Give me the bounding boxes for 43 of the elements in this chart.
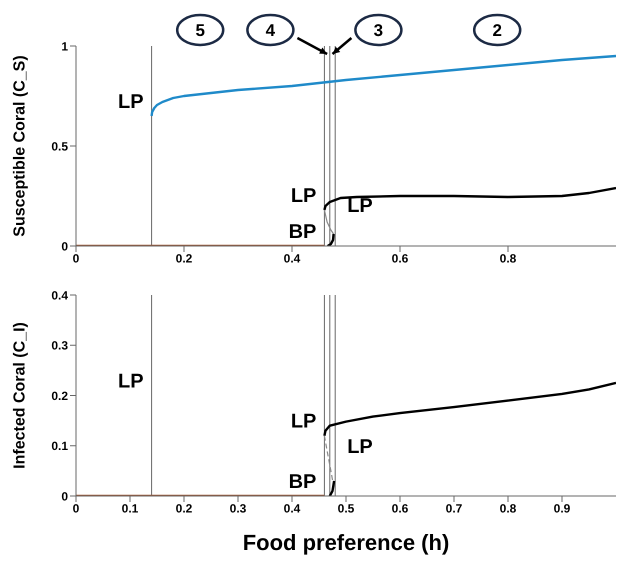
y-tick-label: 0	[61, 489, 68, 504]
y-tick-label: 0.3	[51, 338, 68, 353]
x-tick-label: 0.8	[500, 252, 517, 266]
x-tick-label: 0.1	[122, 502, 139, 516]
annotation: LP	[118, 370, 144, 392]
line-series	[323, 382, 616, 437]
y-axis-title: Susceptible Coral (C_S)	[12, 55, 29, 237]
annotation: LP	[290, 410, 316, 433]
y-tick-label: 0.1	[51, 439, 68, 454]
text: 4	[266, 21, 276, 40]
x-tick-label: 0.2	[176, 252, 193, 266]
x-tick-label: 0	[72, 502, 80, 516]
x-tick-label: 0.7	[446, 502, 463, 516]
x-axis-title: Food preference (h)	[242, 530, 450, 555]
x-tick-label: 0.6	[392, 252, 409, 266]
annotation: LP	[347, 436, 373, 458]
annotation: LP	[118, 91, 144, 113]
y-tick-label: 0.2	[51, 388, 68, 403]
x-tick-label: 0.5	[338, 502, 355, 516]
y-tick-label: 0	[61, 239, 68, 254]
annotation: BP	[288, 221, 316, 243]
x-tick-label: 0.6	[392, 502, 409, 516]
annotation: LP	[290, 185, 316, 207]
line-series	[324, 209, 334, 235]
annotation: BP	[288, 471, 316, 493]
x-tick-label: 0.3	[230, 502, 247, 516]
y-tick-label: 1	[61, 39, 68, 54]
annotation: LP	[347, 195, 373, 217]
line-series	[150, 54, 616, 118]
line-series	[326, 232, 335, 246]
x-tick-label: 0.2	[176, 502, 193, 516]
y-axis-title: Infected Coral (C_I)	[12, 322, 29, 469]
x-tick-label: 0.4	[284, 252, 301, 266]
text: 3	[374, 21, 384, 40]
y-tick-label: 0.5	[51, 139, 68, 154]
text: 2	[492, 21, 502, 40]
line-series	[323, 186, 616, 212]
x-tick-label: 0.4	[284, 502, 301, 516]
x-tick-label: 0	[72, 252, 80, 266]
y-tick-label: 0.4	[51, 288, 68, 302]
text: 5	[195, 21, 205, 40]
x-tick-label: 0.9	[554, 502, 571, 516]
x-tick-label: 0.8	[500, 502, 517, 516]
